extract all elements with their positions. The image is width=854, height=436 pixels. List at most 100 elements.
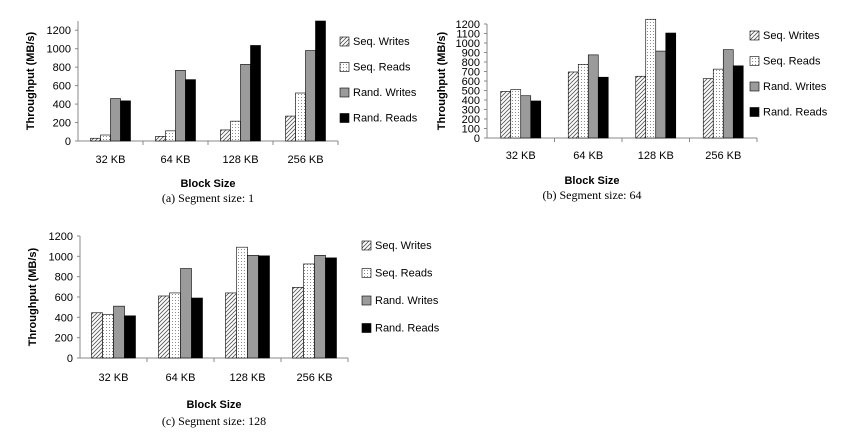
y-tick-label: 600: [53, 81, 71, 93]
x-axis-label: Block Size: [180, 178, 235, 190]
legend-entry: Rand. Writes: [353, 87, 417, 99]
y-tick-label: 0: [67, 353, 73, 365]
figure-caption: (b) Segment size: 64: [543, 188, 642, 202]
x-tick-label: 256 KB: [296, 372, 332, 384]
y-tick-label: 100: [462, 124, 480, 136]
legend-entry: Rand. Writes: [375, 295, 439, 307]
y-tick-label: 800: [462, 57, 480, 69]
bar-seq-reads-0: [510, 89, 522, 139]
bar-rand-writes-1: [180, 268, 192, 359]
bar-seq-reads-2: [645, 18, 657, 139]
legend-swatch: [749, 81, 760, 92]
bar-rand-writes-0: [113, 305, 125, 359]
y-tick-label: 200: [55, 333, 73, 345]
bar-seq-reads-1: [169, 292, 181, 359]
legend-swatch: [361, 268, 372, 278]
x-axis-label: Block Size: [186, 399, 241, 411]
bar-seq-writes-3: [292, 287, 304, 359]
y-tick-label: 0: [65, 136, 71, 148]
x-tick-label: 64 KB: [161, 154, 191, 166]
y-tick-label: 800: [55, 272, 73, 284]
chart-panel-c: 0 200 400 600 800 1000 1200 32 KB 64 KB 128 KB 256…: [0, 218, 470, 436]
bar-rand-reads-1: [597, 76, 609, 139]
bar-rand-reads-3: [325, 257, 337, 359]
bar-seq-reads-1: [577, 64, 589, 139]
y-tick-label: 1000: [49, 251, 73, 263]
bar-rand-reads-2: [250, 45, 261, 142]
bar-rand-writes-3: [314, 255, 326, 359]
legend-entry: Rand. Reads: [763, 107, 828, 119]
bar-seq-writes-3: [285, 115, 296, 142]
x-tick-label: 128 KB: [222, 154, 258, 166]
legend-entry: Seq. Writes: [353, 36, 410, 48]
x-tick-label: 64 KB: [573, 150, 603, 162]
y-tick-label: 400: [55, 312, 73, 324]
bar-seq-writes-0: [91, 312, 103, 359]
legend-swatch: [361, 323, 372, 333]
bar-rand-reads-0: [530, 100, 542, 139]
y-tick-label: 0: [474, 133, 480, 145]
bar-seq-writes-1: [567, 71, 579, 139]
bar-rand-reads-1: [191, 297, 203, 359]
y-tick-label: 300: [462, 105, 480, 117]
y-tick-label: 1200: [49, 231, 73, 243]
y-axis-label: Throughput (MB/s): [25, 31, 37, 130]
bar-seq-writes-2: [220, 129, 231, 142]
y-tick-label: 400: [462, 95, 480, 107]
x-tick-label: 128 KB: [638, 150, 674, 162]
bar-rand-reads-0: [124, 315, 136, 359]
y-tick-label: 900: [462, 48, 480, 60]
y-tick-label: 1000: [47, 44, 71, 56]
legend-swatch: [749, 30, 760, 41]
bar-seq-reads-1: [165, 130, 176, 142]
y-tick-label: 1200: [456, 19, 480, 31]
bar-chart-a: 0 200 400 600 800 1000 1200 32 KB 64 KB 128 KB 256…: [25, 20, 418, 205]
bar-seq-writes-0: [90, 137, 101, 142]
bar-seq-reads-3: [712, 68, 724, 139]
legend-swatch: [749, 107, 760, 117]
y-tick-label: 200: [462, 114, 480, 126]
legend-swatch: [361, 295, 372, 306]
x-tick-label: 32 KB: [99, 372, 129, 384]
figure-caption: (a) Segment size: 1: [162, 191, 254, 205]
bar-seq-reads-2: [236, 246, 248, 359]
bar-seq-writes-3: [702, 78, 714, 139]
bar-rand-reads-2: [665, 32, 677, 139]
bar-rand-reads-1: [185, 79, 196, 142]
bar-rand-writes-3: [722, 49, 734, 139]
bar-rand-writes-1: [175, 70, 186, 142]
legend-entry: Seq. Reads: [375, 268, 433, 280]
x-tick-label: 256 KB: [705, 150, 741, 162]
bar-seq-writes-2: [635, 75, 647, 139]
bar-seq-writes-0: [500, 91, 512, 139]
x-tick-label: 32 KB: [96, 154, 126, 166]
figure-caption: (c) Segment size: 128: [162, 414, 266, 428]
bar-rand-reads-0: [120, 100, 131, 142]
y-tick-label: 1100: [456, 29, 480, 41]
bar-seq-reads-0: [102, 313, 114, 359]
bar-seq-reads-3: [303, 263, 315, 359]
legend-swatch: [361, 240, 372, 251]
legend-entry: Seq. Writes: [375, 240, 432, 252]
bar-seq-writes-1: [155, 136, 166, 142]
chart-panel-b: 0 100 200 300 400 500 600 700 800 900 1000 1100 1200…: [430, 0, 854, 210]
bar-rand-writes-2: [240, 64, 251, 142]
bar-chart-c: 0 200 400 600 800 1000 1200 32 KB 64 KB 128 KB 256…: [27, 231, 440, 428]
bar-seq-reads-2: [230, 120, 241, 142]
legend-entry: Seq. Reads: [353, 62, 411, 74]
legend-entry: Rand. Writes: [763, 81, 827, 93]
y-tick-label: 600: [55, 292, 73, 304]
bar-rand-writes-2: [655, 50, 667, 139]
legend-swatch: [339, 62, 350, 72]
legend-entry: Rand. Reads: [375, 323, 440, 335]
y-tick-label: 700: [462, 67, 480, 79]
y-tick-label: 400: [53, 99, 71, 111]
legend-entry: Seq. Writes: [763, 30, 820, 42]
bar-rand-writes-2: [247, 255, 259, 359]
x-tick-label: 128 KB: [229, 372, 265, 384]
x-tick-label: 32 KB: [506, 150, 536, 162]
y-tick-label: 800: [53, 62, 71, 74]
legend-swatch: [339, 87, 350, 98]
bar-seq-reads-3: [295, 92, 306, 142]
bar-seq-writes-1: [158, 295, 170, 359]
